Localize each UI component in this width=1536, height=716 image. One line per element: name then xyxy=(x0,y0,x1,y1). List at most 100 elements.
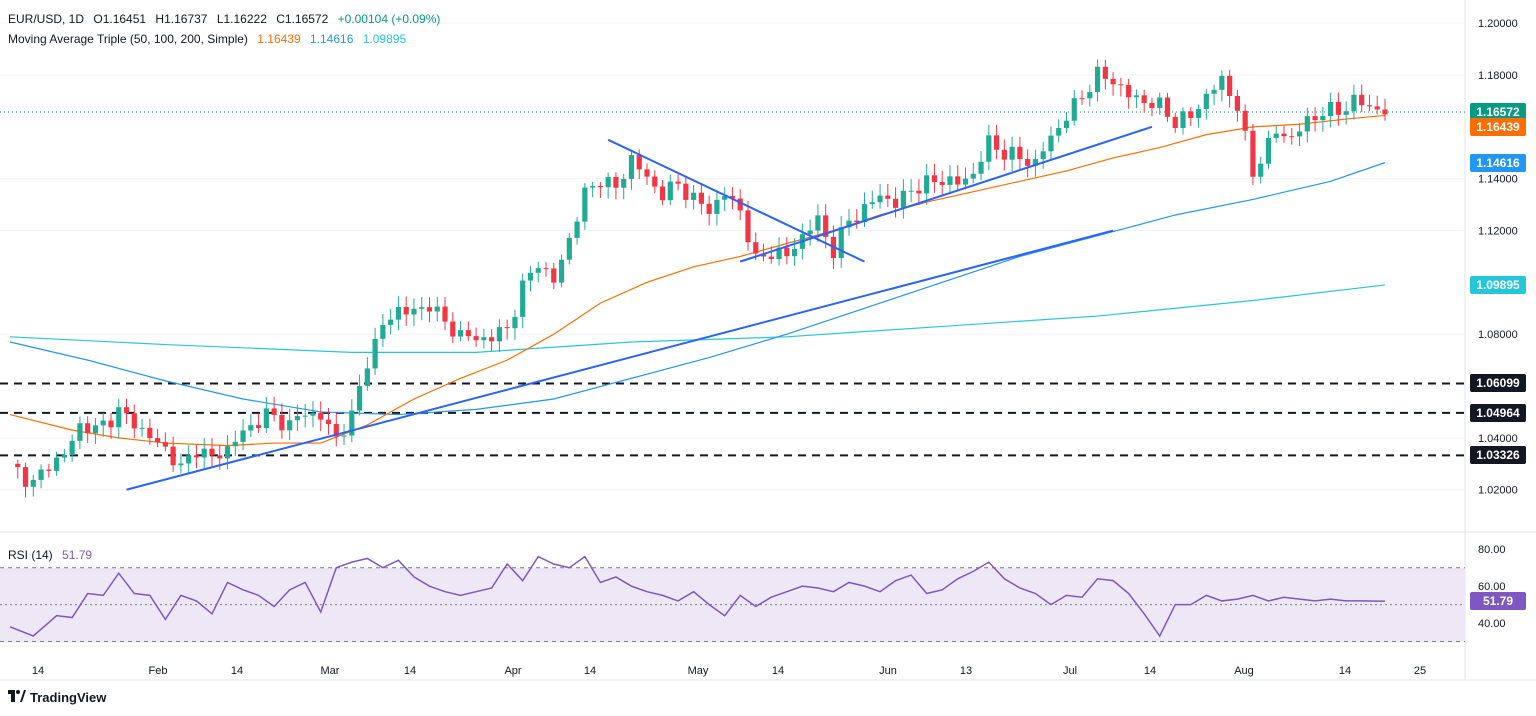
candle-down xyxy=(1172,116,1178,128)
time-axis-label: 14 xyxy=(584,665,596,677)
candle-down xyxy=(22,467,29,487)
candle-up xyxy=(861,204,868,223)
ohlc-open: O1.16451 xyxy=(93,12,147,26)
candle-up xyxy=(962,178,969,185)
candle-down xyxy=(1025,158,1031,166)
ma50-line xyxy=(9,114,1386,447)
time-axis-label: Jun xyxy=(879,665,897,677)
candle-down xyxy=(1110,78,1116,85)
candle-down xyxy=(955,176,961,185)
candle-down xyxy=(543,268,549,270)
horizontal-levels xyxy=(0,111,1465,457)
price-axis-label: 1.02000 xyxy=(1478,485,1518,497)
rsi-legend: RSI (14) 51.79 xyxy=(8,548,92,562)
candle-up xyxy=(628,155,635,179)
candle-down xyxy=(473,336,479,341)
moving-averages xyxy=(9,114,1386,447)
candle-down xyxy=(644,169,650,177)
candle-up xyxy=(419,307,425,309)
candle-down xyxy=(698,192,704,204)
candle-up xyxy=(30,479,36,487)
candle-up xyxy=(512,316,518,329)
time-axis-label: 14 xyxy=(1339,665,1351,677)
candle-down xyxy=(1188,111,1194,118)
candle-down xyxy=(753,242,759,254)
candle-down xyxy=(1289,136,1295,138)
candle-down xyxy=(1234,96,1241,111)
price-axis[interactable]: 1.20000 1.18000 1.14000 1.12000 1.08000 1.040… xyxy=(1478,18,1518,630)
time-axis-label: 25 xyxy=(1414,665,1426,677)
candle-up xyxy=(869,202,875,205)
candle-up xyxy=(1304,116,1310,132)
rsi-line xyxy=(9,555,1386,638)
candle-down xyxy=(465,330,471,337)
candle-down xyxy=(325,419,332,424)
rsi-axis-label: 40.00 xyxy=(1478,618,1506,630)
candle-up xyxy=(1258,163,1264,177)
candle-up xyxy=(481,337,487,341)
candle-down xyxy=(489,337,495,342)
trendline xyxy=(739,125,1153,263)
candle-down xyxy=(333,423,339,437)
price-axis-label: 1.20000 xyxy=(1478,18,1518,30)
candle-down xyxy=(442,306,448,322)
candle-down xyxy=(504,327,510,329)
time-axis[interactable]: 14 Feb 14 Mar 14 Apr 14 May 14 Jun 13 Jul 14 Aug 14 25 xyxy=(32,665,1426,677)
candle-up xyxy=(496,327,503,342)
candle-up xyxy=(924,175,930,194)
candle-down xyxy=(426,307,433,312)
candle-down xyxy=(652,176,658,187)
candle-up xyxy=(395,306,402,320)
ma200-value: 1.09895 xyxy=(362,32,407,46)
candle-up xyxy=(1040,151,1046,160)
candle-down xyxy=(255,425,262,429)
candle-up xyxy=(294,416,301,421)
ma100-value: 1.14616 xyxy=(310,32,354,46)
candle-up xyxy=(520,280,526,317)
candle-up xyxy=(691,192,697,200)
candle-down xyxy=(170,446,176,466)
candle-down xyxy=(706,203,712,214)
candle-down xyxy=(108,420,114,428)
price-axis-label: 1.04000 xyxy=(1478,433,1518,445)
candle-down xyxy=(1141,95,1147,103)
candle-up xyxy=(356,385,363,411)
time-axis-label: Feb xyxy=(149,665,168,677)
candle-up xyxy=(263,408,269,429)
candle-down xyxy=(760,253,767,257)
candle-down xyxy=(1102,66,1108,79)
ma200-line xyxy=(9,284,1386,353)
candle-up xyxy=(411,308,417,315)
candle-down xyxy=(1118,84,1124,86)
candle-up xyxy=(621,178,627,188)
candle-up xyxy=(116,407,122,428)
rsi-price-tag: 51.79 xyxy=(1470,592,1526,611)
tradingview-logo[interactable]: TradingView xyxy=(8,690,106,705)
candle-up xyxy=(457,330,464,337)
candle-up xyxy=(722,196,728,200)
candle-up xyxy=(1071,98,1077,121)
candle-up xyxy=(201,448,207,458)
candle-up xyxy=(1296,131,1303,137)
candle-down xyxy=(939,182,945,185)
trendlines xyxy=(126,125,1153,491)
candle-down xyxy=(784,247,790,257)
candle-down xyxy=(1366,105,1373,107)
candle-up xyxy=(986,135,992,162)
tradingview-logo-text: TradingView xyxy=(30,690,107,705)
candle-up xyxy=(1180,111,1186,128)
candle-up xyxy=(1320,116,1326,121)
chart-grid xyxy=(0,0,1536,681)
candle-down xyxy=(1335,102,1341,115)
candle-down xyxy=(916,190,922,194)
candle-up xyxy=(1219,75,1225,90)
candle-down xyxy=(123,407,130,414)
candle-up xyxy=(1009,146,1015,160)
price-axis-label: 1.18000 xyxy=(1478,70,1518,82)
candle-up xyxy=(232,441,238,447)
candle-down xyxy=(271,408,277,415)
candle-up xyxy=(139,427,145,429)
candle-up xyxy=(380,324,386,339)
time-axis-label: 14 xyxy=(32,665,44,677)
